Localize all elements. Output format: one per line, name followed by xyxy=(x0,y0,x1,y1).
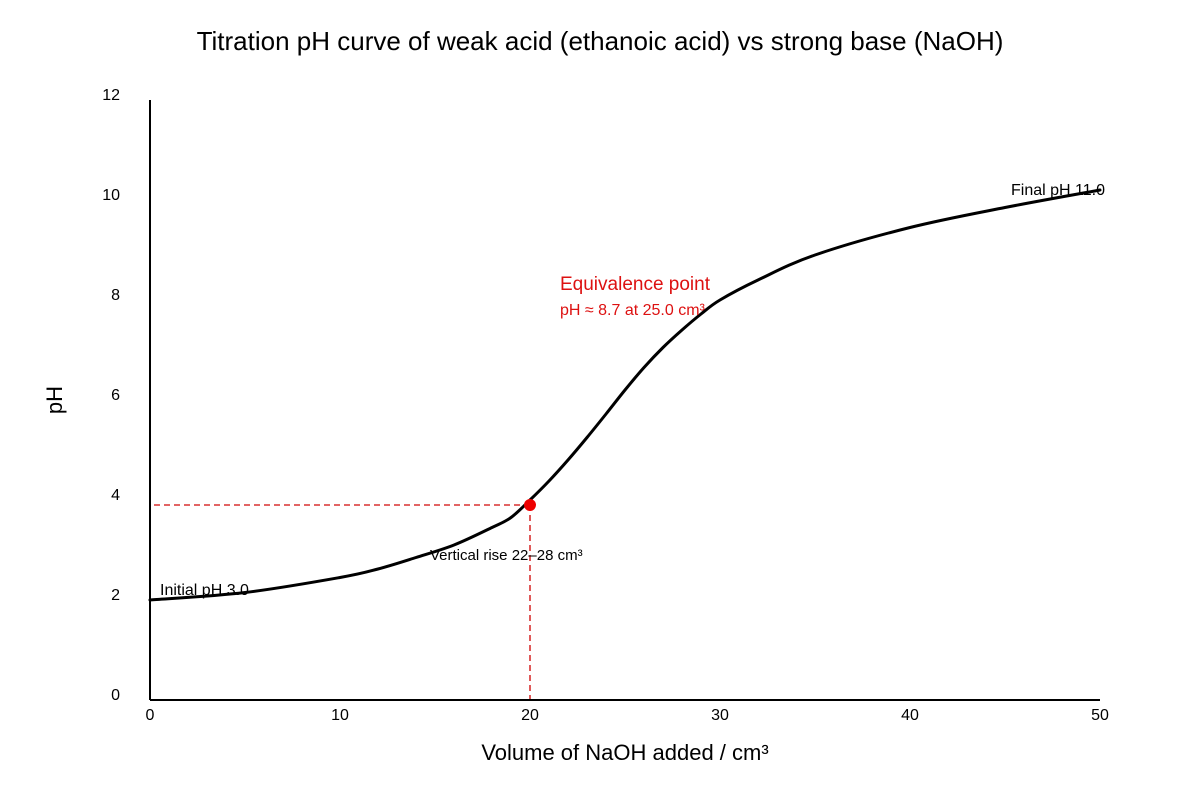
y-tick-label: 8 xyxy=(111,287,120,304)
y-tick-label: 4 xyxy=(111,487,120,504)
y-axis-label: pH xyxy=(42,386,67,414)
equivalence-point-title: Equivalence point xyxy=(560,274,711,295)
x-tick-labels: 0 10 20 30 40 50 xyxy=(146,707,1109,724)
y-tick-label: 2 xyxy=(111,587,120,604)
y-tick-label: 0 xyxy=(111,687,120,704)
equivalence-guides xyxy=(154,504,531,700)
equivalence-point-marker xyxy=(524,499,536,511)
y-tick-label: 12 xyxy=(102,87,120,104)
x-tick-label: 50 xyxy=(1091,707,1109,724)
chart-title: Titration pH curve of weak acid (ethanoi… xyxy=(197,26,1004,56)
ph-curve-line xyxy=(148,188,1102,602)
x-tick-label: 0 xyxy=(146,707,155,724)
y-tick-label: 6 xyxy=(111,387,120,404)
x-tick-label: 20 xyxy=(521,707,539,724)
x-tick-label: 30 xyxy=(711,707,729,724)
x-tick-label: 40 xyxy=(901,707,919,724)
equivalence-point-detail: pH ≈ 8.7 at 25.0 cm³ xyxy=(560,302,706,319)
x-axis-label: Volume of NaOH added / cm³ xyxy=(481,740,768,765)
initial-ph-label: Initial pH 3.0 xyxy=(160,582,249,599)
x-tick-label: 10 xyxy=(331,707,349,724)
y-tick-label: 10 xyxy=(102,187,120,204)
y-tick-labels: 0 2 4 6 8 10 12 xyxy=(102,87,120,704)
vertical-rise-label: Vertical rise 22–28 cm³ xyxy=(430,547,583,564)
final-ph-label: Final pH 11.0 xyxy=(1011,182,1105,199)
